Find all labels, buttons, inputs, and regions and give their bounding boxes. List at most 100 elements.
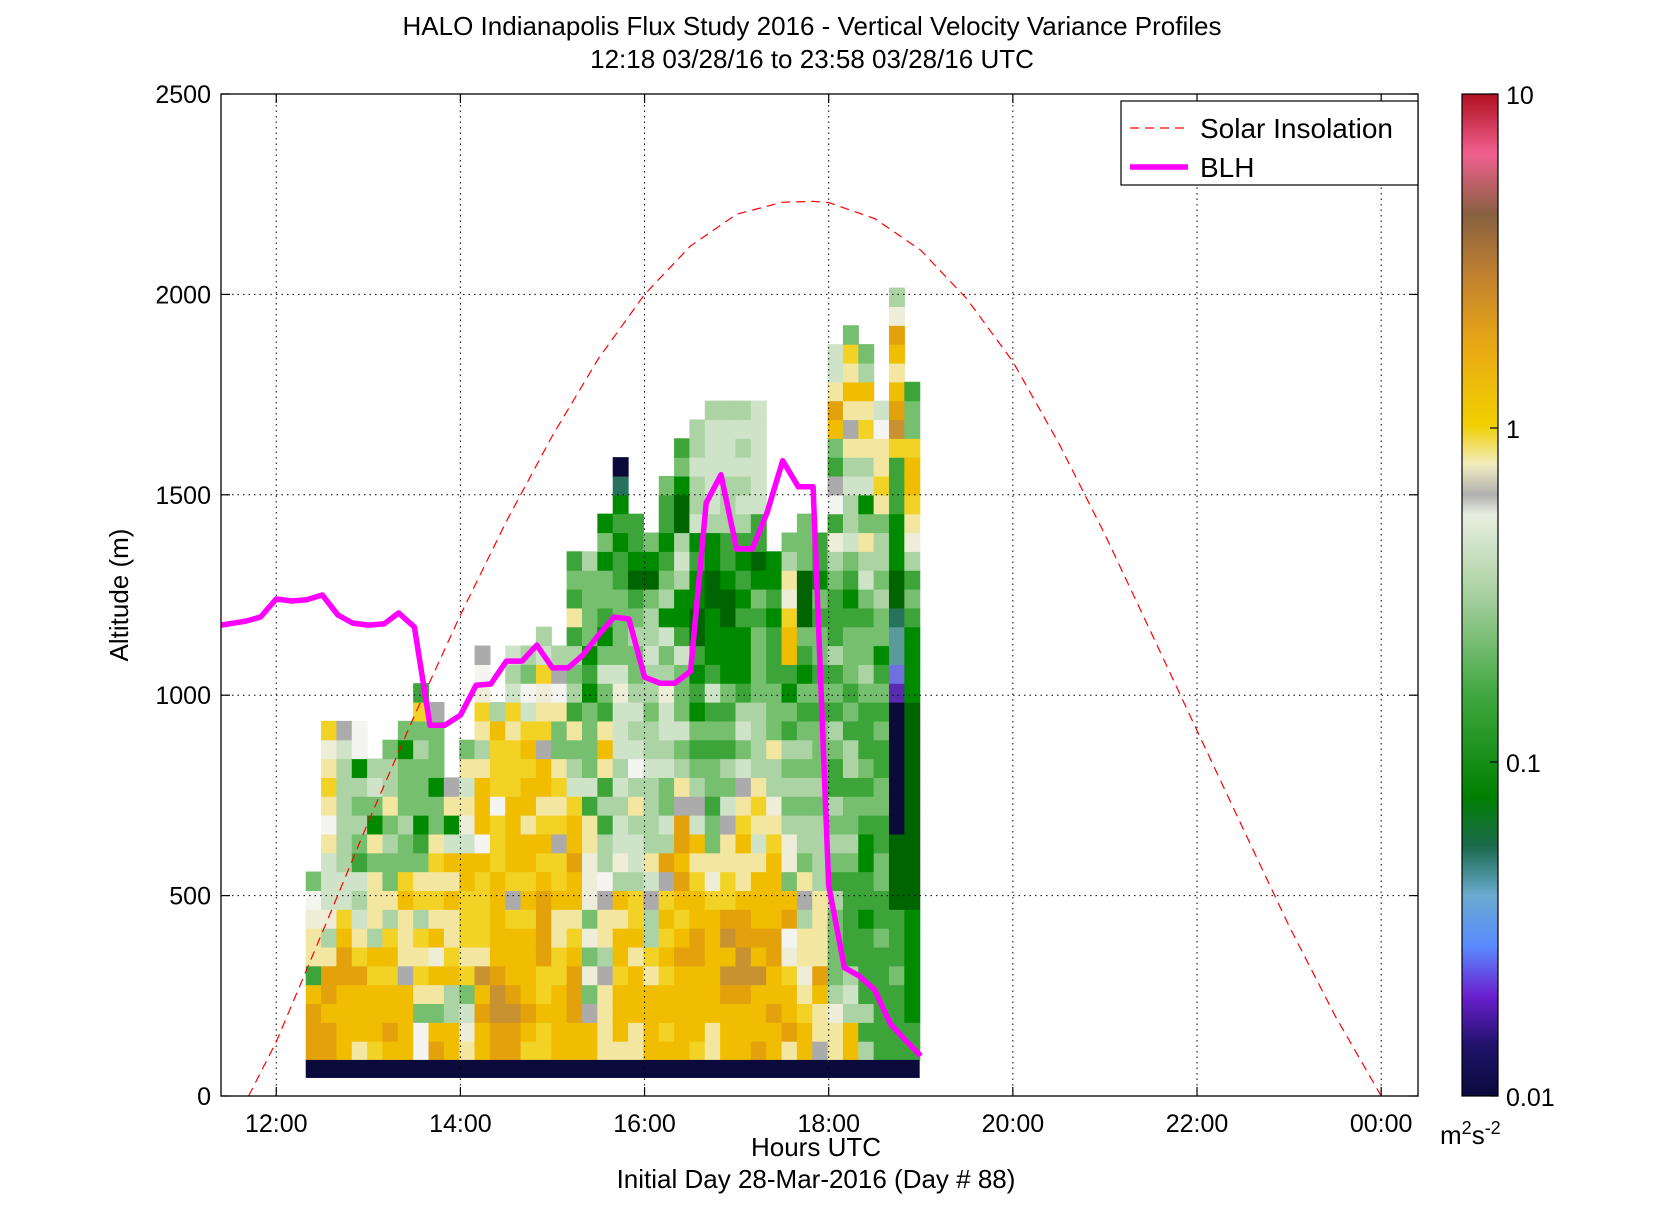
heatmap-cell: [474, 796, 491, 816]
heatmap-cell: [505, 909, 522, 929]
heatmap-cell: [351, 1022, 368, 1042]
heatmap-cell: [781, 965, 798, 986]
heatmap-cell: [689, 909, 706, 929]
heatmap-cell: [566, 1041, 583, 1061]
heatmap-cell: [904, 946, 921, 967]
heatmap-cell: [827, 381, 844, 402]
heatmap-cell: [674, 645, 691, 665]
heatmap-cell: [520, 965, 537, 986]
heatmap-cell: [842, 890, 859, 910]
heatmap-cell: [842, 607, 859, 628]
heatmap-cell: [766, 984, 783, 1005]
heatmap-cell: [750, 815, 767, 835]
heatmap-cell: [674, 513, 691, 534]
heatmap-cell: [888, 513, 905, 534]
heatmap-cell: [428, 815, 445, 835]
heatmap-cell: [888, 532, 905, 552]
heatmap-cell: [443, 852, 460, 873]
heatmap-cell: [689, 494, 706, 515]
heatmap-cell: [704, 457, 721, 477]
heatmap-cell: [873, 720, 890, 741]
heatmap-cell: [505, 777, 522, 797]
heatmap-cell: [505, 890, 522, 910]
heatmap-cell: [674, 720, 691, 741]
heatmap-cell: [305, 890, 322, 910]
heatmap-cell: [704, 513, 721, 534]
heatmap-cell: [858, 928, 875, 948]
heatmap-cell: [735, 683, 752, 703]
heatmap-cell: [750, 928, 767, 948]
heatmap-cell: [781, 532, 798, 552]
heatmap-cell: [443, 777, 460, 797]
heatmap-cell: [812, 871, 829, 891]
heatmap-cell: [643, 1022, 660, 1042]
heatmap-cell: [367, 1003, 384, 1023]
heatmap-cell: [735, 1022, 752, 1042]
heatmap-cell: [413, 815, 430, 835]
heatmap-cell: [612, 871, 629, 891]
heatmap-cell: [842, 400, 859, 421]
heatmap-cell: [612, 588, 629, 609]
heatmap-cell: [336, 965, 353, 986]
heatmap-cell: [766, 777, 783, 797]
heatmap-cell: [520, 739, 537, 760]
heatmap-cell: [382, 815, 399, 835]
heatmap-cell: [628, 570, 644, 590]
heatmap-cell: [750, 796, 767, 816]
heatmap-cell: [382, 890, 399, 910]
heatmap-cell: [612, 1022, 629, 1042]
heatmap-cell: [766, 626, 783, 647]
heatmap-cell: [367, 1041, 384, 1061]
heatmap-cell: [720, 1041, 737, 1061]
heatmap-cell: [858, 758, 875, 778]
heatmap-cell: [612, 796, 629, 816]
heatmap-cell: [551, 928, 568, 948]
heatmap-cell: [704, 833, 721, 854]
heatmap-cell: [628, 588, 644, 609]
heatmap-cell: [597, 551, 614, 571]
heatmap-cell: [612, 1041, 629, 1061]
heatmap-cell: [474, 909, 491, 929]
heatmap-cell: [643, 570, 660, 590]
heatmap-cell: [720, 607, 737, 628]
heatmap-cell: [382, 796, 399, 816]
heatmap-cell: [720, 758, 737, 778]
heatmap-cell: [321, 1003, 338, 1023]
heatmap-cell: [674, 702, 691, 722]
heatmap-cell: [827, 588, 844, 609]
heatmap-cell: [566, 607, 583, 628]
heatmap-cell: [796, 1022, 813, 1042]
heatmap-cell: [674, 796, 691, 816]
heatmap-cell: [658, 852, 675, 873]
heatmap-cell: [704, 720, 721, 741]
heatmap-cell: [888, 946, 905, 967]
heatmap-cell: [781, 777, 798, 797]
heatmap-cell: [582, 1003, 598, 1023]
heatmap-cell: [459, 890, 476, 910]
heatmap-cell: [720, 984, 737, 1005]
heatmap-cell: [888, 607, 905, 628]
heatmap-cell: [904, 438, 921, 458]
heatmap-cell: [888, 702, 905, 722]
heatmap-cell: [766, 946, 783, 967]
heatmap-cell: [351, 909, 368, 929]
heatmap-cell: [904, 796, 921, 816]
plot-frame: [220, 93, 1419, 1097]
heatmap-cell: [336, 833, 353, 854]
x-tick-label: 16:00: [613, 1110, 676, 1138]
heatmap-cell: [720, 890, 737, 910]
heatmap-cell: [520, 833, 537, 854]
heatmap-cell: [796, 777, 813, 797]
heatmap-cell: [873, 833, 890, 854]
heatmap-cell: [658, 890, 675, 910]
heatmap-cell: [351, 815, 368, 835]
colorbar-unit-sup1: 2: [1462, 1118, 1472, 1138]
heatmap-cell: [873, 946, 890, 967]
heatmap-cell: [812, 965, 829, 986]
heatmap-cell: [597, 909, 614, 929]
heatmap-cell: [766, 815, 783, 835]
heatmap-cell: [904, 532, 921, 552]
heatmap-cell: [474, 1041, 491, 1061]
heatmap-cell: [489, 796, 506, 816]
heatmap-cell: [474, 984, 491, 1005]
